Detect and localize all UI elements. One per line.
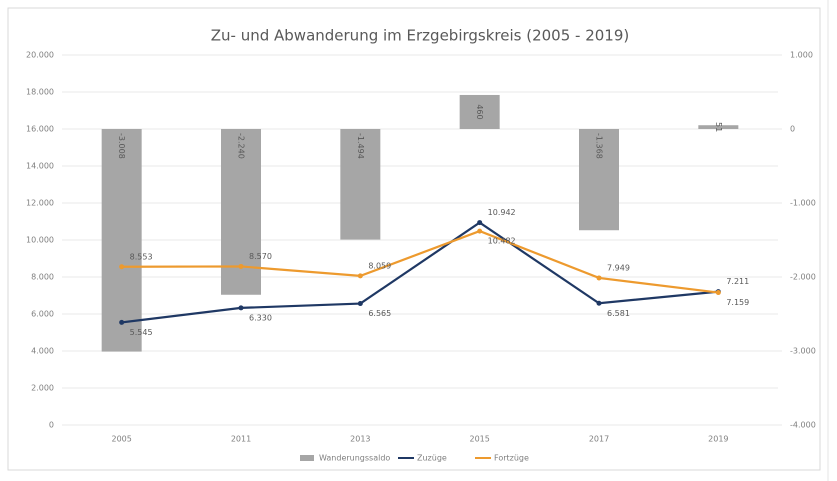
legend-label: Wanderungssaldo: [319, 454, 390, 463]
line-value-label: 7.211: [726, 277, 749, 286]
point: [596, 300, 602, 306]
line-value-label: 8.059: [368, 261, 391, 270]
y2-tick-label: 1.000: [790, 51, 813, 60]
y-tick-label: 2.000: [31, 384, 54, 393]
y-tick-label: 12.000: [26, 199, 54, 208]
legend-swatch: [300, 455, 314, 461]
y-tick-label: 10.000: [26, 236, 54, 245]
line-value-label: 7.159: [726, 298, 749, 307]
point: [238, 263, 244, 269]
bar: [698, 125, 739, 129]
point: [119, 264, 125, 270]
y-tick-label: 8.000: [31, 273, 54, 282]
chart-frame: [7, 7, 821, 471]
line-value-label: 6.581: [607, 309, 630, 318]
y2-tick-label: -3.000: [790, 347, 816, 356]
point: [357, 301, 363, 307]
y-tick-label: 6.000: [31, 310, 54, 319]
x-tick-label: 2019: [708, 435, 728, 444]
point: [357, 273, 363, 279]
line-value-label: 5.545: [130, 328, 153, 337]
line-value-label: 8.553: [130, 252, 153, 261]
line: [121, 221, 719, 324]
point: [119, 319, 125, 325]
bar-value-label: -2.240: [237, 133, 246, 159]
y2-tick-label: 0: [790, 125, 795, 134]
y2-tick-label: -2.000: [790, 273, 816, 282]
point: [477, 228, 483, 234]
bar: [340, 129, 381, 240]
bar-value-label: -1.494: [356, 133, 365, 159]
point: [596, 275, 602, 281]
line-value-label: 6.330: [249, 313, 272, 322]
x-tick-label: 2013: [350, 435, 370, 444]
y2-tick-label: -1.000: [790, 199, 816, 208]
x-tick-label: 2011: [231, 435, 251, 444]
y-tick-label: 20.000: [26, 51, 54, 60]
bar-value-label: 51: [714, 122, 723, 132]
chart-title: Zu- und Abwanderung im Erzgebirgskreis (…: [211, 27, 629, 45]
line: [121, 229, 719, 294]
bar: [459, 94, 500, 129]
bar-value-label: -1.368: [595, 133, 604, 159]
x-tick-label: 2015: [469, 435, 489, 444]
y2-tick-label: -4.000: [790, 421, 816, 430]
point: [477, 220, 483, 226]
point: [715, 290, 721, 296]
y-tick-label: 18.000: [26, 88, 54, 97]
x-tick-label: 2017: [589, 435, 609, 444]
line-value-label: 8.570: [249, 252, 272, 261]
x-tick-label: 2005: [111, 435, 131, 444]
y-tick-label: 0: [49, 421, 54, 430]
legend-label: Zuzüge: [417, 454, 447, 463]
line-value-label: 7.949: [607, 263, 630, 272]
line-value-label: 10.942: [488, 208, 516, 217]
line-value-label: 10.482: [488, 237, 516, 246]
bar-value-label: -3.008: [117, 133, 126, 159]
y-tick-label: 14.000: [26, 162, 54, 171]
bar: [579, 129, 619, 231]
y-tick-label: 4.000: [31, 347, 54, 356]
line-value-label: 6.565: [368, 309, 391, 318]
bar-value-label: 460: [475, 104, 484, 119]
bar: [101, 129, 142, 352]
point: [238, 305, 244, 311]
legend-label: Fortzüge: [494, 454, 529, 463]
y-tick-label: 16.000: [26, 125, 54, 134]
